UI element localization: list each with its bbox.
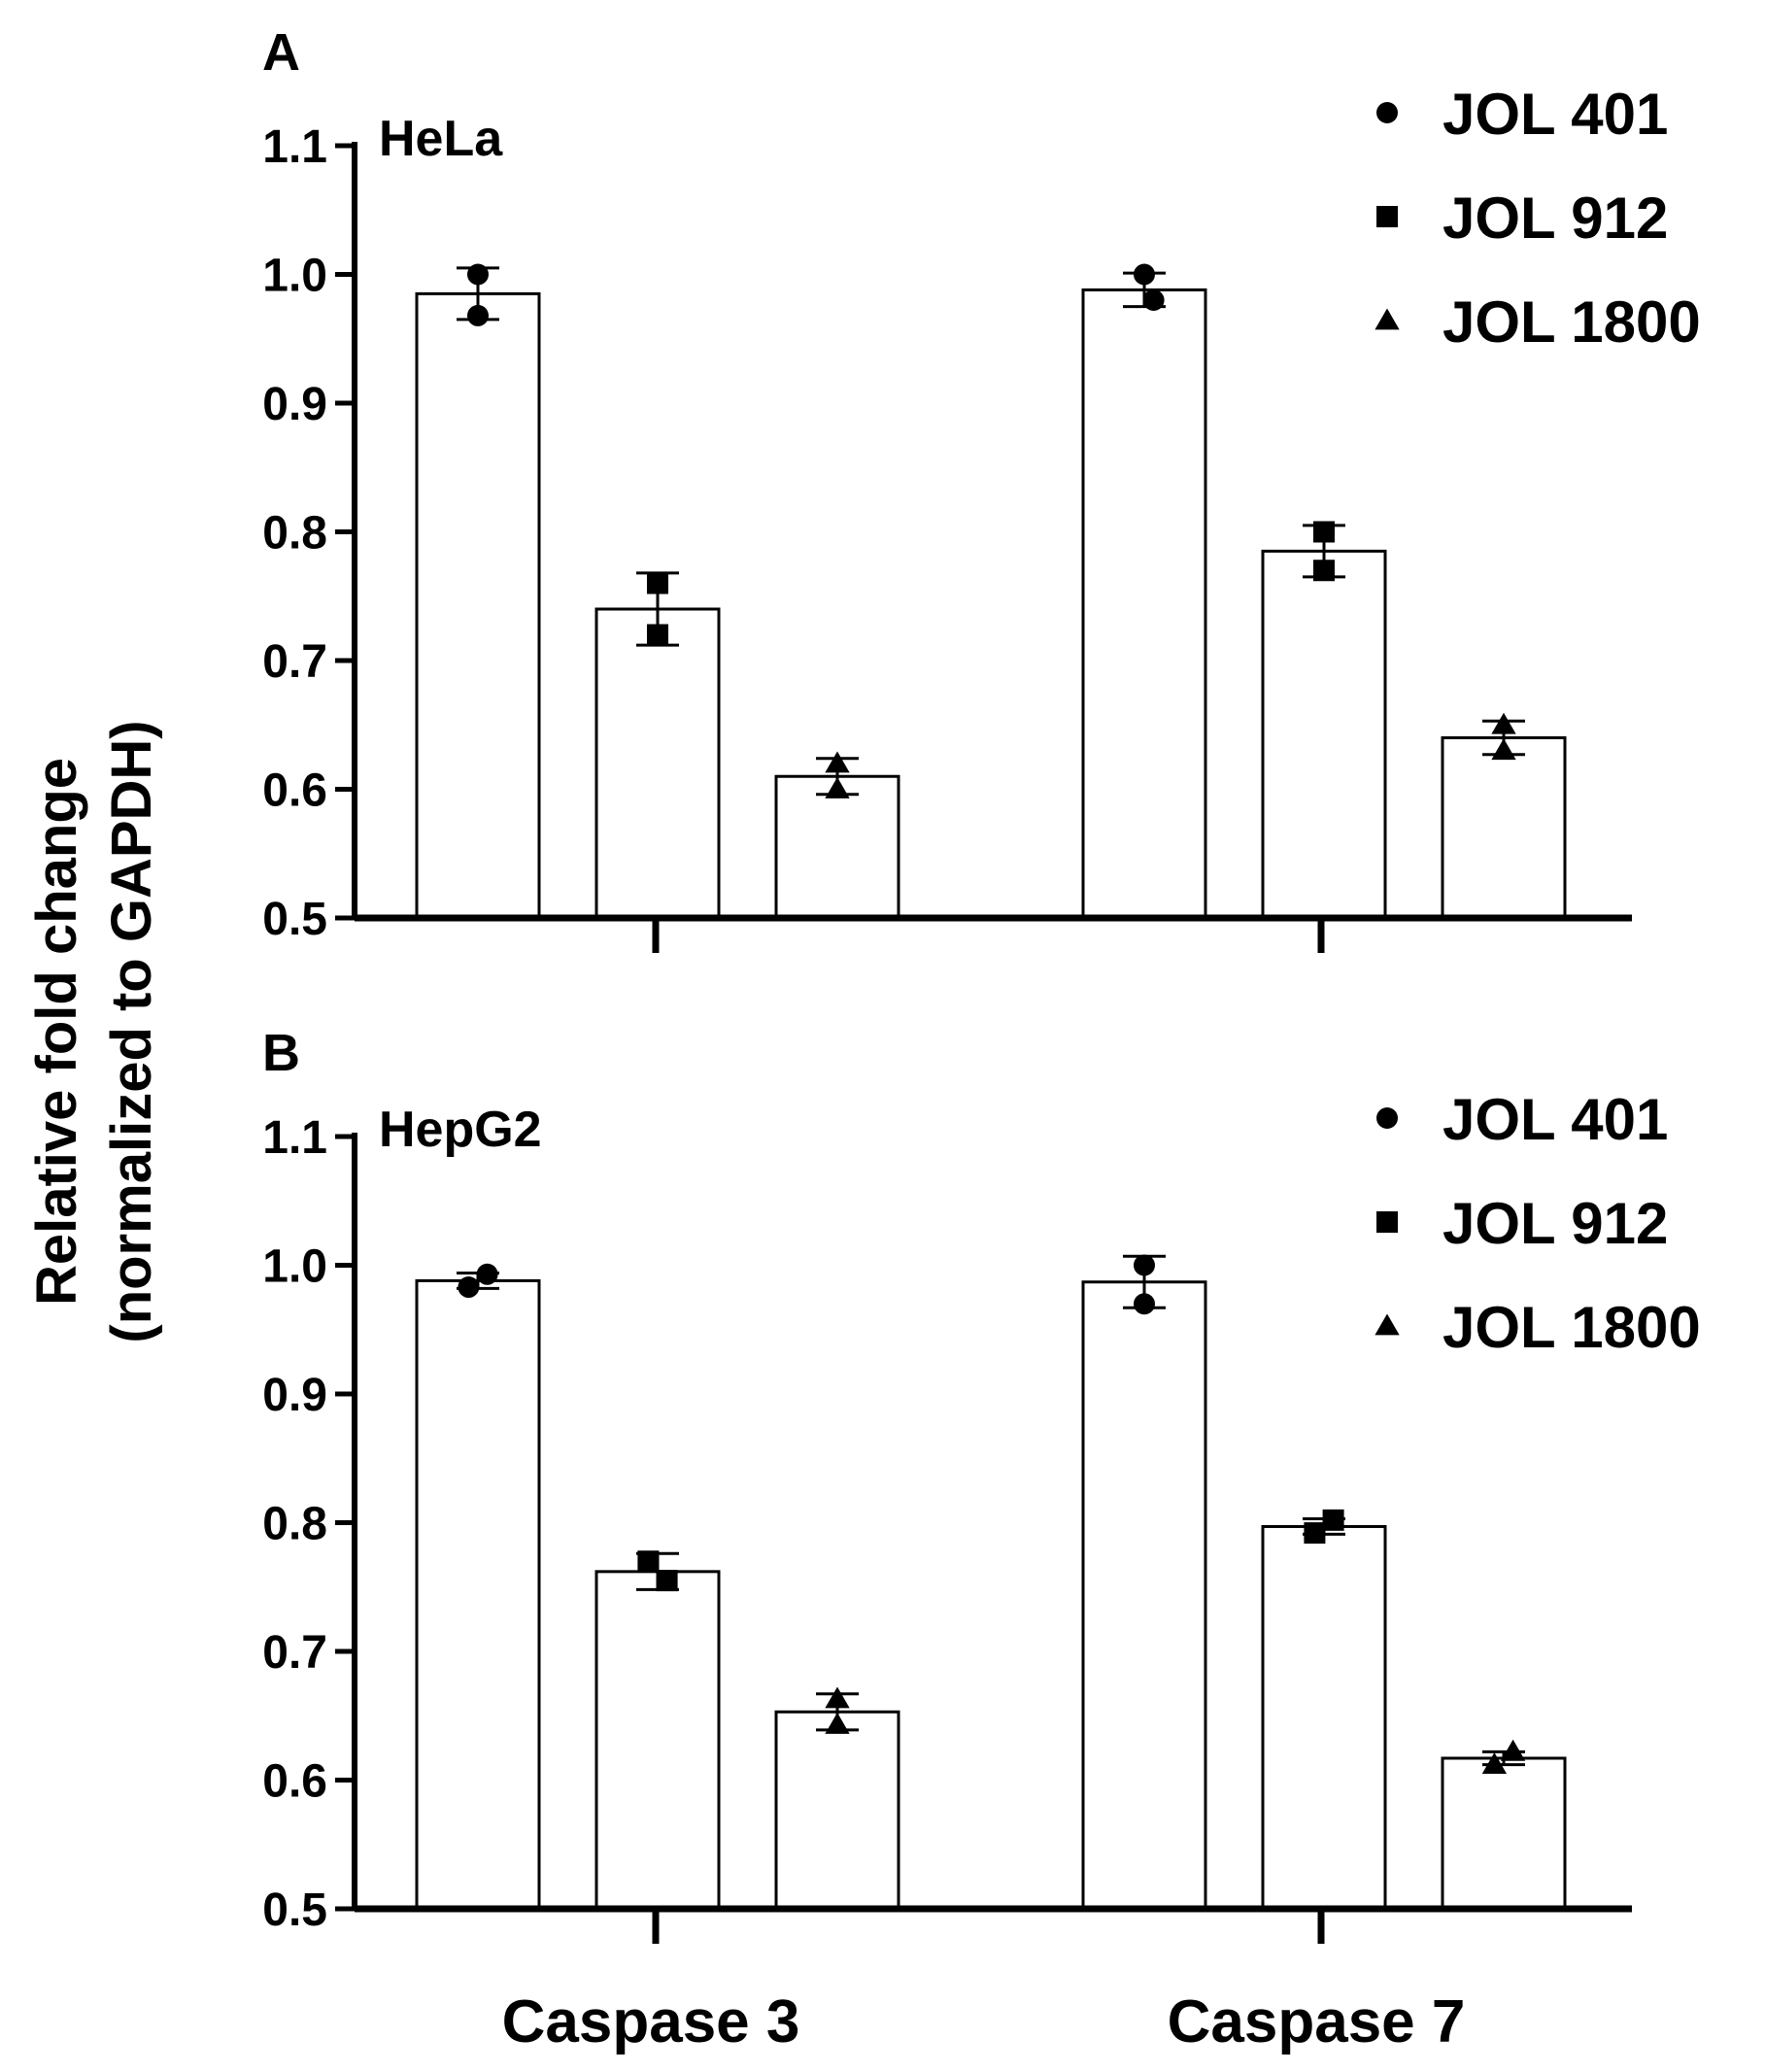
y-tick-label-a-3: 0.8 (262, 508, 327, 560)
bar-b-c1-s0 (1081, 1280, 1207, 1911)
y-tick-label-b-3: 0.8 (262, 1499, 327, 1550)
data-point-a-c0-s2-1 (825, 776, 850, 798)
legend-label-b-1: JOL 912 (1443, 1191, 1668, 1256)
bar-a-c1-s1 (1261, 549, 1387, 920)
panel-letter-a: A (262, 23, 300, 82)
bar-a-c1-s0 (1081, 288, 1207, 920)
y-tick-label-b-1: 0.6 (262, 1756, 327, 1808)
bar-b-c1-s2 (1441, 1756, 1567, 1911)
cell-line-label-a: HeLa (379, 111, 503, 167)
y-tick-label-a-5: 1.0 (262, 251, 327, 302)
legend-label-b-2: JOL 1800 (1443, 1295, 1701, 1360)
data-point-b-c1-s2-0 (1481, 1752, 1508, 1775)
bar-b-c0-s0 (415, 1278, 541, 1911)
y-axis-label-line2: (normalized to GAPDH) (100, 720, 163, 1342)
data-point-a-c0-s2-0 (825, 751, 850, 773)
data-point-b-c0-s2-1 (825, 1712, 850, 1734)
legend-marker-b-1 (1376, 1211, 1398, 1233)
data-point-b-c0-s0-1 (476, 1263, 498, 1285)
legend-label-a-0: JOL 401 (1443, 82, 1668, 147)
data-point-a-c0-s0-1 (467, 304, 489, 326)
x-category-label-caspase-7: Caspase 7 (1168, 1988, 1466, 2055)
bar-b-c0-s1 (594, 1570, 721, 1911)
data-point-a-c1-s1-0 (1313, 521, 1335, 543)
data-point-a-c1-s1-1 (1313, 560, 1335, 582)
data-point-a-c1-s2-0 (1491, 712, 1516, 734)
x-category-label-caspase-3: Caspase 3 (502, 1988, 800, 2055)
data-point-b-c0-s0-0 (458, 1276, 480, 1299)
bar-b-c1-s1 (1261, 1524, 1387, 1911)
legend-label-b-0: JOL 401 (1443, 1087, 1668, 1152)
data-point-a-c0-s1-1 (647, 624, 668, 646)
bar-a-c0-s1 (594, 607, 721, 920)
y-tick-label-a-0: 0.5 (262, 894, 327, 945)
data-point-a-c1-s2-1 (1491, 738, 1516, 761)
y-tick-label-a-6: 1.1 (262, 121, 327, 173)
y-tick-label-a-4: 0.9 (262, 379, 327, 430)
panel-a: 0.5 0.6 0.7 0.8 0.9 1.0 1.1 A HeLa JOL 401 JOL 912… (262, 23, 1701, 953)
cell-line-label-b: HepG2 (379, 1102, 542, 1158)
legend-label-a-1: JOL 912 (1443, 186, 1668, 251)
data-point-b-c0-s1-0 (637, 1550, 660, 1573)
data-point-b-c1-s1-0 (1304, 1522, 1326, 1545)
data-point-b-c1-s2-1 (1500, 1739, 1526, 1761)
y-tick-label-b-6: 1.1 (262, 1112, 327, 1164)
data-point-a-c0-s1-0 (647, 572, 668, 594)
data-point-b-c1-s1-1 (1322, 1509, 1344, 1531)
y-tick-label-b-4: 0.9 (262, 1370, 327, 1421)
data-point-b-c0-s2-0 (825, 1686, 850, 1709)
y-tick-label-b-0: 0.5 (262, 1885, 327, 1936)
legend-label-a-2: JOL 1800 (1443, 289, 1701, 355)
panel-letter-b: B (262, 1024, 300, 1082)
legend-marker-b-0 (1376, 1107, 1398, 1129)
data-point-b-c1-s0-0 (1134, 1254, 1155, 1276)
legend-marker-b-2 (1375, 1313, 1400, 1336)
y-tick-label-a-1: 0.6 (262, 765, 327, 817)
data-point-a-c0-s0-0 (467, 263, 489, 286)
y-tick-label-b-5: 1.0 (262, 1241, 327, 1293)
data-point-a-c1-s0-1 (1142, 289, 1165, 311)
panel-b: 0.5 0.6 0.7 0.8 0.9 1.0 1.1 B HepG2 JOL 401 JOL 91… (262, 1024, 1701, 1944)
bar-a-c0-s0 (415, 291, 541, 920)
data-point-a-c1-s0-0 (1134, 263, 1155, 286)
legend-marker-a-0 (1376, 102, 1398, 123)
bar-a-c1-s2 (1441, 736, 1567, 920)
bar-b-c0-s2 (774, 1710, 900, 1911)
y-tick-label-b-2: 0.7 (262, 1627, 327, 1679)
legend-marker-a-2 (1375, 308, 1400, 330)
data-point-b-c0-s1-1 (656, 1570, 678, 1592)
legend-marker-a-1 (1376, 206, 1398, 227)
data-point-b-c1-s0-1 (1134, 1293, 1155, 1315)
y-axis-label-line1: Relative fold change (25, 758, 88, 1306)
y-tick-label-a-2: 0.7 (262, 636, 327, 688)
